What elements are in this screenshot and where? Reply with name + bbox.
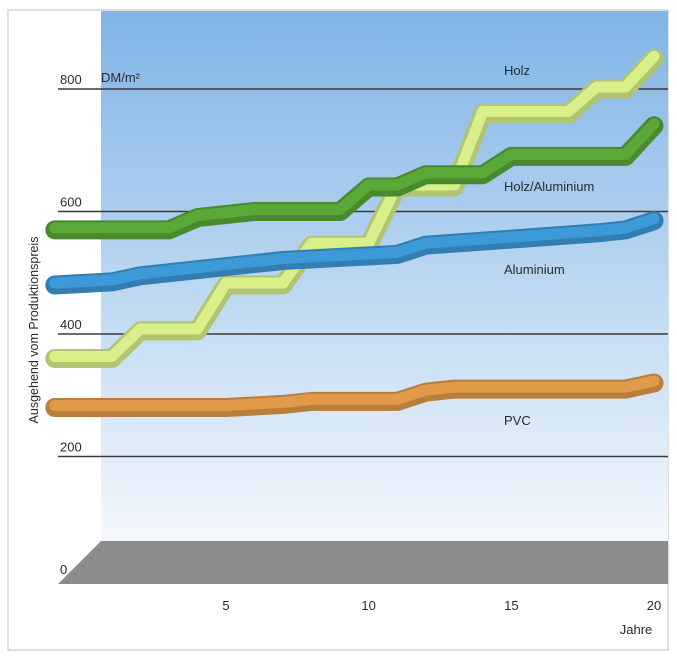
y-unit-label: DM/m² <box>101 70 141 85</box>
series-label: Holz/Aluminium <box>504 179 594 194</box>
series-label: Aluminium <box>504 262 565 277</box>
chart-floor <box>58 541 668 584</box>
y-tick-label: 600 <box>60 195 82 210</box>
series-label: PVC <box>504 413 531 428</box>
y-tick-label: 200 <box>60 440 82 455</box>
x-tick-label: 5 <box>222 598 229 613</box>
x-tick-label: 15 <box>504 598 518 613</box>
x-axis-label: Jahre <box>620 622 653 637</box>
x-tick-label: 10 <box>361 598 375 613</box>
y-tick-label: 0 <box>60 562 67 577</box>
y-tick-label: 400 <box>60 317 82 332</box>
y-tick-label: 800 <box>60 72 82 87</box>
y-axis-label: Ausgehend vom Produktionspreis <box>27 237 41 424</box>
x-tick-label: 20 <box>647 598 661 613</box>
series-label: Holz <box>504 63 530 78</box>
